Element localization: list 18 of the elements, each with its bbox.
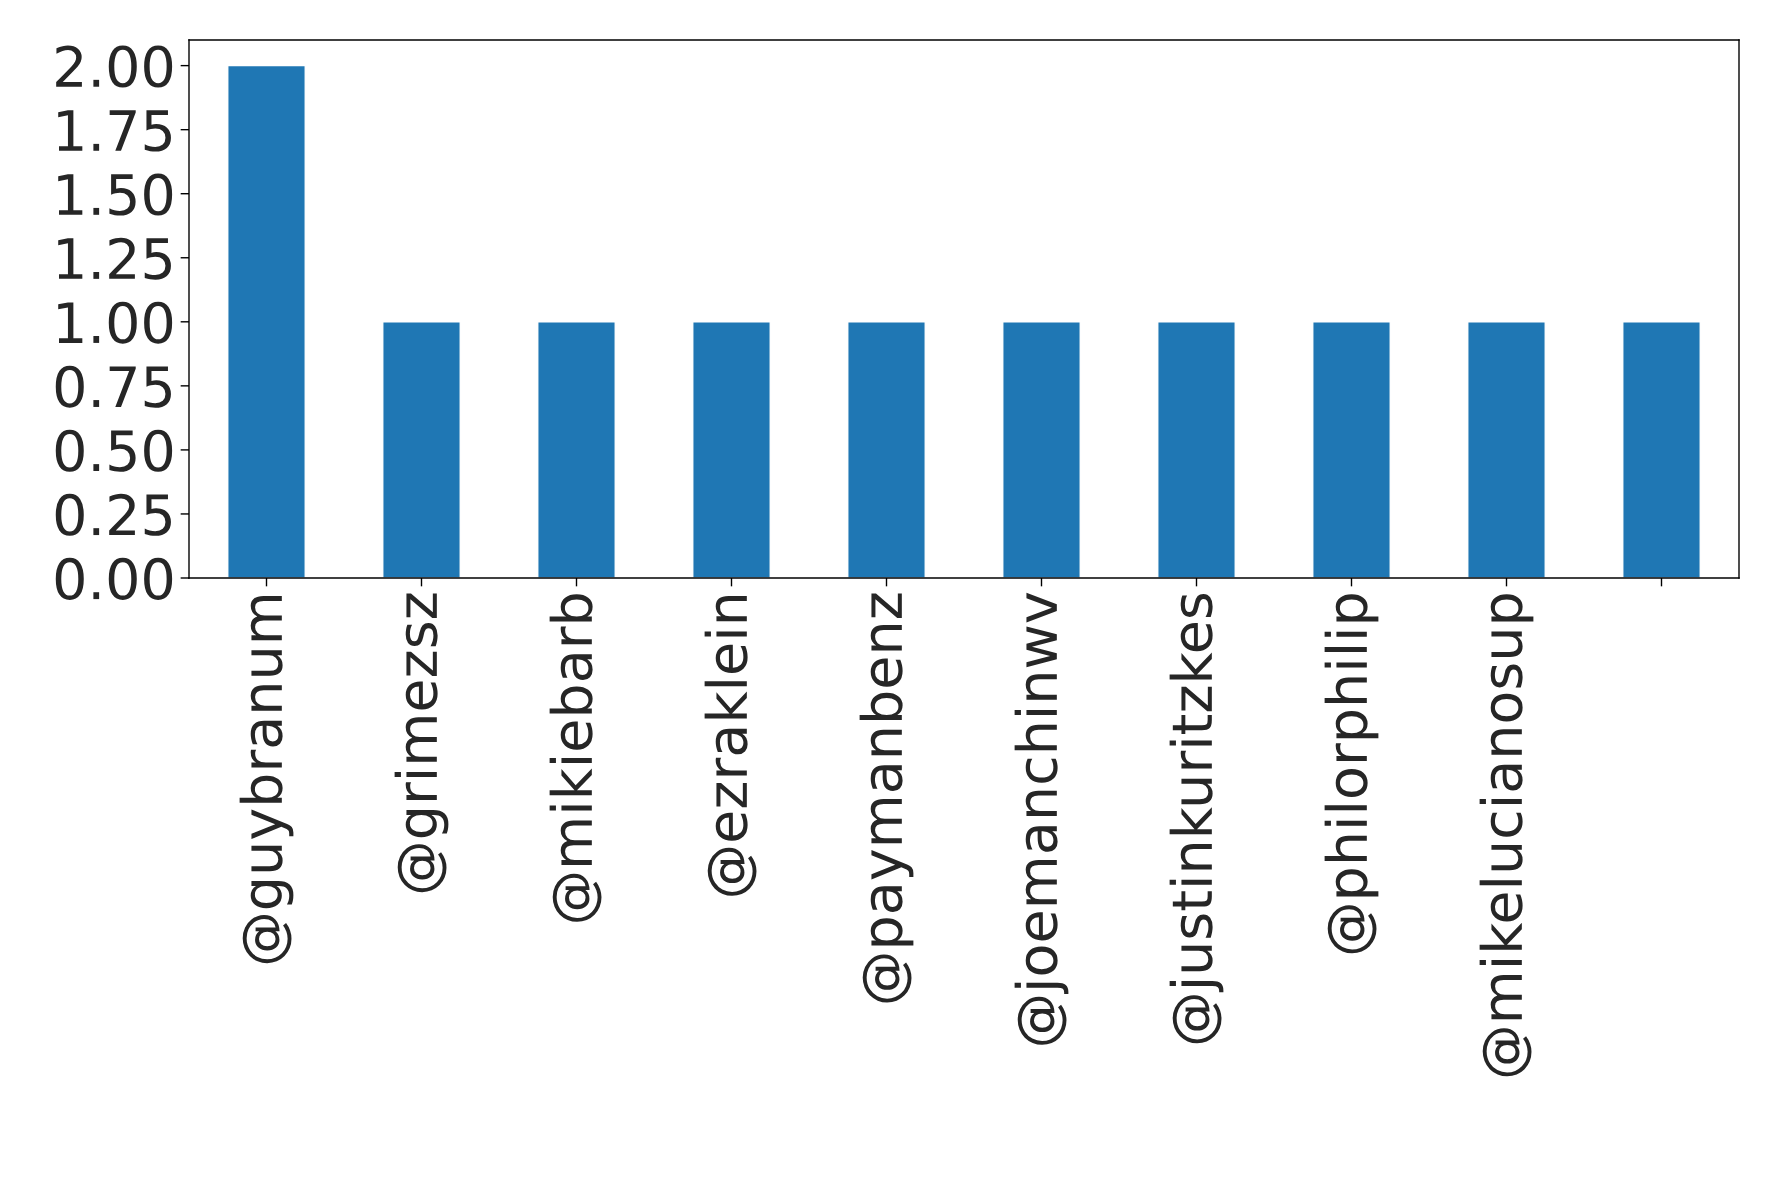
x-tick-label: @mikelucianosup bbox=[1479, 594, 1534, 1077]
y-tick-label: 0.00 bbox=[55, 557, 173, 600]
x-tick-label: @justinkuritzkes bbox=[1169, 593, 1224, 1044]
y-tick-label: 2.00 bbox=[56, 45, 173, 88]
y-tick-label: 1.75 bbox=[58, 110, 171, 152]
x-tick-label: @mikiebarb bbox=[549, 594, 602, 922]
x-tick-label: @joemanchinwv bbox=[1014, 592, 1069, 1045]
x-tick-label: @guybranum bbox=[239, 595, 294, 964]
y-tick-label: 1.25 bbox=[58, 237, 171, 280]
x-tick-label: @grimezsz bbox=[394, 593, 449, 893]
y-tick-label: 0.75 bbox=[55, 365, 171, 408]
y-tick-label: 0.50 bbox=[55, 429, 173, 472]
x-tick-label: @paymanbenz bbox=[859, 593, 914, 1003]
y-tick-label: 0.25 bbox=[55, 493, 171, 536]
x-tick-label: @ezraklein bbox=[704, 595, 757, 896]
x-tick-label: @philorphilip bbox=[1324, 594, 1379, 954]
y-tick-label: 1.00 bbox=[58, 301, 173, 344]
y-tick-label: 1.50 bbox=[58, 173, 173, 216]
